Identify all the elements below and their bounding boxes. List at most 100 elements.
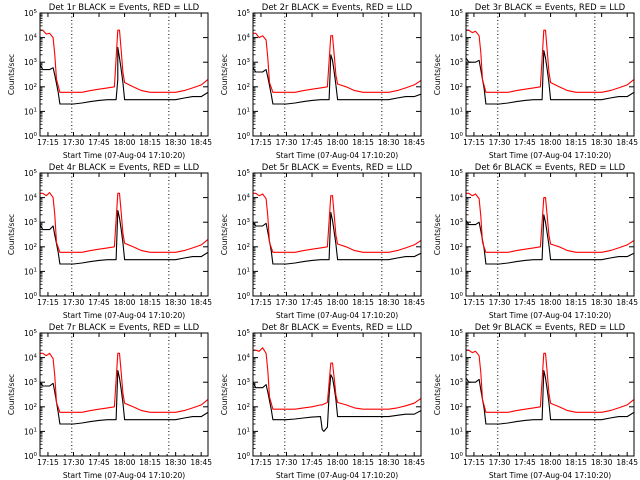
series-lld-line [40, 192, 208, 253]
x-tick-label: 17:30 [276, 458, 298, 467]
plot-frame [465, 12, 635, 137]
y-tick-label: 103 [237, 378, 251, 387]
x-tick-label: 18:45 [616, 138, 638, 147]
plot-frame [465, 332, 635, 457]
detector-panel: Det 9r BLACK = Events, RED = LLD 17:15 17:… [433, 323, 638, 480]
y-tick-label: 104 [237, 34, 251, 43]
plot-frame [39, 332, 209, 457]
series-events-line [40, 46, 208, 105]
y-tick-label: 105 [24, 169, 38, 178]
y-tick-label: 105 [24, 9, 38, 18]
x-axis-label: Start Time (07-Aug-04 17:10:20) [276, 151, 398, 160]
series-lld-line [253, 347, 421, 410]
x-tick-label: 18:30 [591, 298, 613, 307]
x-axis-label: Start Time (07-Aug-04 17:10:20) [63, 151, 185, 160]
panel-title: Det 6r BLACK = Events, RED = LLD [475, 163, 626, 173]
y-tick-label: 101 [237, 267, 250, 276]
y-tick-label: 102 [24, 83, 37, 92]
x-tick-label: 17:30 [63, 298, 85, 307]
y-tick-label: 102 [24, 243, 37, 252]
y-tick-label: 104 [450, 354, 464, 363]
x-tick-label: 17:30 [276, 138, 298, 147]
x-axis-label: Start Time (07-Aug-04 17:10:20) [489, 151, 611, 160]
panel-title: Det 2r BLACK = Events, RED = LLD [262, 3, 413, 13]
x-tick-label: 17:30 [276, 298, 298, 307]
y-tick-label: 101 [237, 427, 250, 436]
x-tick-label: 18:45 [403, 458, 425, 467]
x-tick-label: 17:45 [301, 458, 323, 467]
x-tick-label: 18:15 [565, 138, 587, 147]
detector-panel: Det 6r BLACK = Events, RED = LLD 17:15 17:… [433, 163, 638, 320]
x-tick-label: 18:15 [565, 298, 587, 307]
y-tick-label: 104 [24, 194, 38, 203]
x-tick-label: 18:45 [190, 298, 212, 307]
series-lld-line [40, 29, 208, 93]
y-tick-label: 100 [24, 132, 38, 141]
y-tick-label: 105 [450, 169, 464, 178]
x-tick-label: 17:45 [301, 298, 323, 307]
x-tick-label: 18:30 [165, 138, 187, 147]
plot-frame [252, 12, 422, 137]
y-tick-label: 104 [24, 354, 38, 363]
y-axis-label: Counts/sec [433, 374, 442, 415]
x-axis-label: Start Time (07-Aug-04 17:10:20) [63, 471, 185, 480]
x-axis-label: Start Time (07-Aug-04 17:10:20) [276, 471, 398, 480]
panel-title: Det 3r BLACK = Events, RED = LLD [475, 3, 626, 13]
x-tick-label: 17:45 [88, 298, 110, 307]
x-tick-label: 18:45 [403, 138, 425, 147]
y-tick-label: 100 [450, 292, 464, 301]
panel-title: Det 1r BLACK = Events, RED = LLD [49, 3, 200, 13]
y-axis-label: Counts/sec [220, 214, 229, 255]
y-tick-label: 100 [237, 452, 251, 461]
x-tick-label: 18:00 [540, 458, 562, 467]
y-tick-label: 103 [24, 58, 38, 67]
x-tick-label: 17:15 [250, 138, 272, 147]
plot-frame [39, 172, 209, 297]
panel-title: Det 5r BLACK = Events, RED = LLD [262, 163, 413, 173]
x-tick-label: 18:45 [190, 138, 212, 147]
y-tick-label: 100 [450, 132, 464, 141]
x-tick-label: 18:30 [165, 458, 187, 467]
y-tick-label: 101 [24, 427, 37, 436]
y-tick-label: 105 [450, 329, 464, 338]
y-tick-label: 104 [237, 194, 251, 203]
x-tick-label: 18:00 [114, 458, 136, 467]
x-tick-label: 18:15 [139, 298, 161, 307]
series-lld-line [253, 32, 421, 93]
plot-frame [39, 12, 209, 137]
panel-title: Det 9r BLACK = Events, RED = LLD [475, 323, 626, 333]
x-tick-label: 18:15 [565, 458, 587, 467]
detector-panel: Det 7r BLACK = Events, RED = LLD 17:15 17:… [7, 323, 212, 480]
y-tick-label: 102 [237, 403, 250, 412]
x-tick-label: 17:45 [301, 138, 323, 147]
series-events-line [40, 209, 208, 265]
y-tick-label: 105 [237, 329, 251, 338]
x-axis-label: Start Time (07-Aug-04 17:10:20) [489, 471, 611, 480]
y-tick-label: 104 [237, 354, 251, 363]
plot-frame [465, 172, 635, 297]
x-tick-label: 17:15 [463, 138, 485, 147]
y-tick-label: 101 [450, 267, 463, 276]
y-tick-label: 102 [450, 83, 463, 92]
y-tick-label: 102 [237, 83, 250, 92]
y-tick-label: 104 [450, 34, 464, 43]
x-tick-label: 17:45 [88, 138, 110, 147]
y-tick-label: 105 [24, 329, 38, 338]
y-axis-label: Counts/sec [433, 54, 442, 95]
x-tick-label: 17:15 [37, 138, 59, 147]
y-axis-label: Counts/sec [220, 374, 229, 415]
x-tick-label: 18:15 [139, 458, 161, 467]
x-tick-label: 18:45 [616, 458, 638, 467]
y-tick-label: 100 [450, 452, 464, 461]
y-tick-label: 100 [237, 292, 251, 301]
y-axis-label: Counts/sec [7, 374, 16, 415]
y-tick-label: 103 [450, 58, 464, 67]
series-lld-line [466, 349, 634, 413]
x-tick-label: 18:00 [540, 138, 562, 147]
detector-panel: Det 3r BLACK = Events, RED = LLD 17:15 17:… [433, 3, 638, 160]
x-tick-label: 18:30 [591, 138, 613, 147]
detector-panel: Det 8r BLACK = Events, RED = LLD 17:15 17:… [220, 323, 425, 480]
y-tick-label: 102 [237, 243, 250, 252]
x-tick-label: 18:30 [378, 298, 400, 307]
x-tick-label: 18:00 [327, 458, 349, 467]
